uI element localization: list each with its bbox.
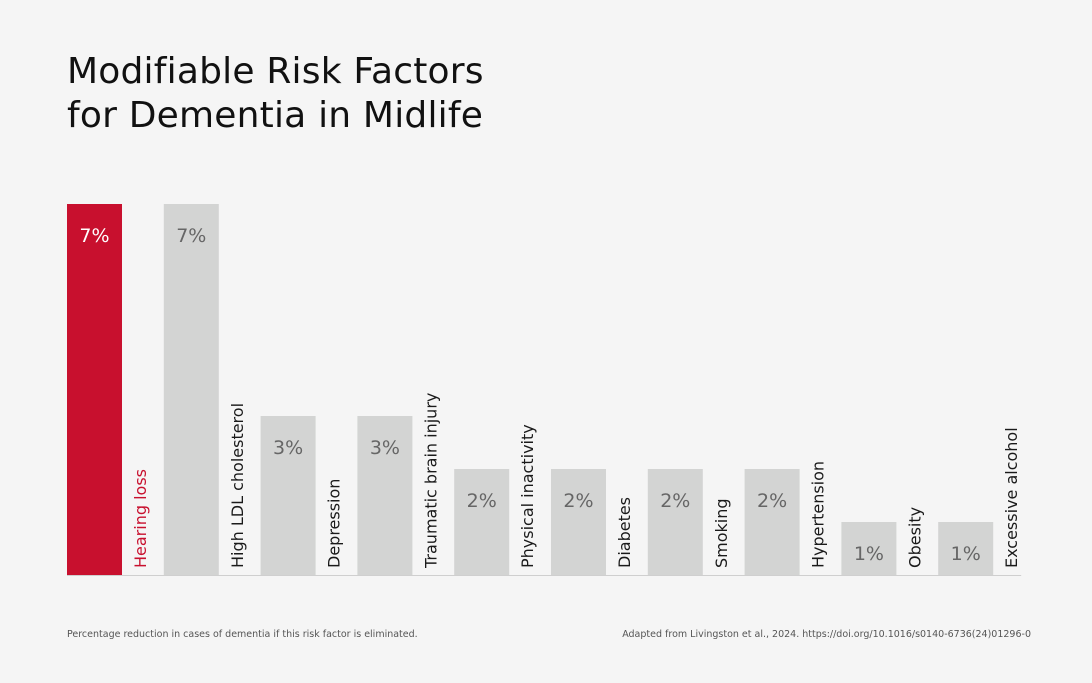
chart-title-line-1: Modifiable Risk Factors [67, 51, 484, 92]
category-label-4: Physical inactivity [518, 424, 537, 568]
footnote-source: Adapted from Livingston et al., 2024. ht… [622, 629, 1031, 640]
bar-9 [938, 522, 994, 575]
category-label-7: Hypertension [809, 461, 828, 568]
footnote-methodology: Percentage reduction in cases of dementi… [67, 629, 418, 640]
bar-6 [647, 469, 703, 575]
bar-5 [551, 469, 606, 575]
category-label-0: Hearing loss [131, 469, 150, 568]
bar-value-label-0: 7% [79, 225, 109, 247]
bar-value-label-3: 3% [370, 437, 400, 459]
bar-value-label-9: 1% [951, 543, 981, 565]
bar-2 [260, 416, 316, 575]
bar-value-label-8: 1% [854, 543, 884, 565]
chart-title-line-2: for Dementia in Midlife [67, 95, 484, 136]
bar-4 [454, 469, 510, 575]
bar-value-label-5: 2% [563, 490, 593, 512]
category-label-5: Diabetes [615, 497, 634, 568]
bar-3 [357, 416, 413, 575]
category-label-2: Depression [325, 479, 344, 568]
category-label-9: Excessive alcohol [1002, 427, 1021, 568]
bar-value-label-6: 2% [660, 490, 690, 512]
chart-title: Modifiable Risk Factors for Dementia in … [67, 50, 484, 138]
bar-8 [841, 522, 897, 575]
category-label-1: High LDL cholesterol [228, 403, 247, 568]
bars-layer: 7% Hearing loss 7% High LDL cholesterol 3% De… [67, 204, 1022, 576]
category-label-6: Smoking [712, 498, 731, 568]
bar-7 [744, 469, 800, 575]
bar-1 [163, 204, 219, 575]
bar-value-label-4: 2% [467, 490, 497, 512]
category-label-3: Traumatic brain injury [421, 393, 440, 569]
category-label-8: Obesity [905, 507, 924, 568]
bar-value-label-7: 2% [757, 490, 787, 512]
bar-value-label-1: 7% [176, 225, 206, 247]
bar-value-label-2: 3% [273, 437, 303, 459]
bar-0 [67, 204, 122, 575]
